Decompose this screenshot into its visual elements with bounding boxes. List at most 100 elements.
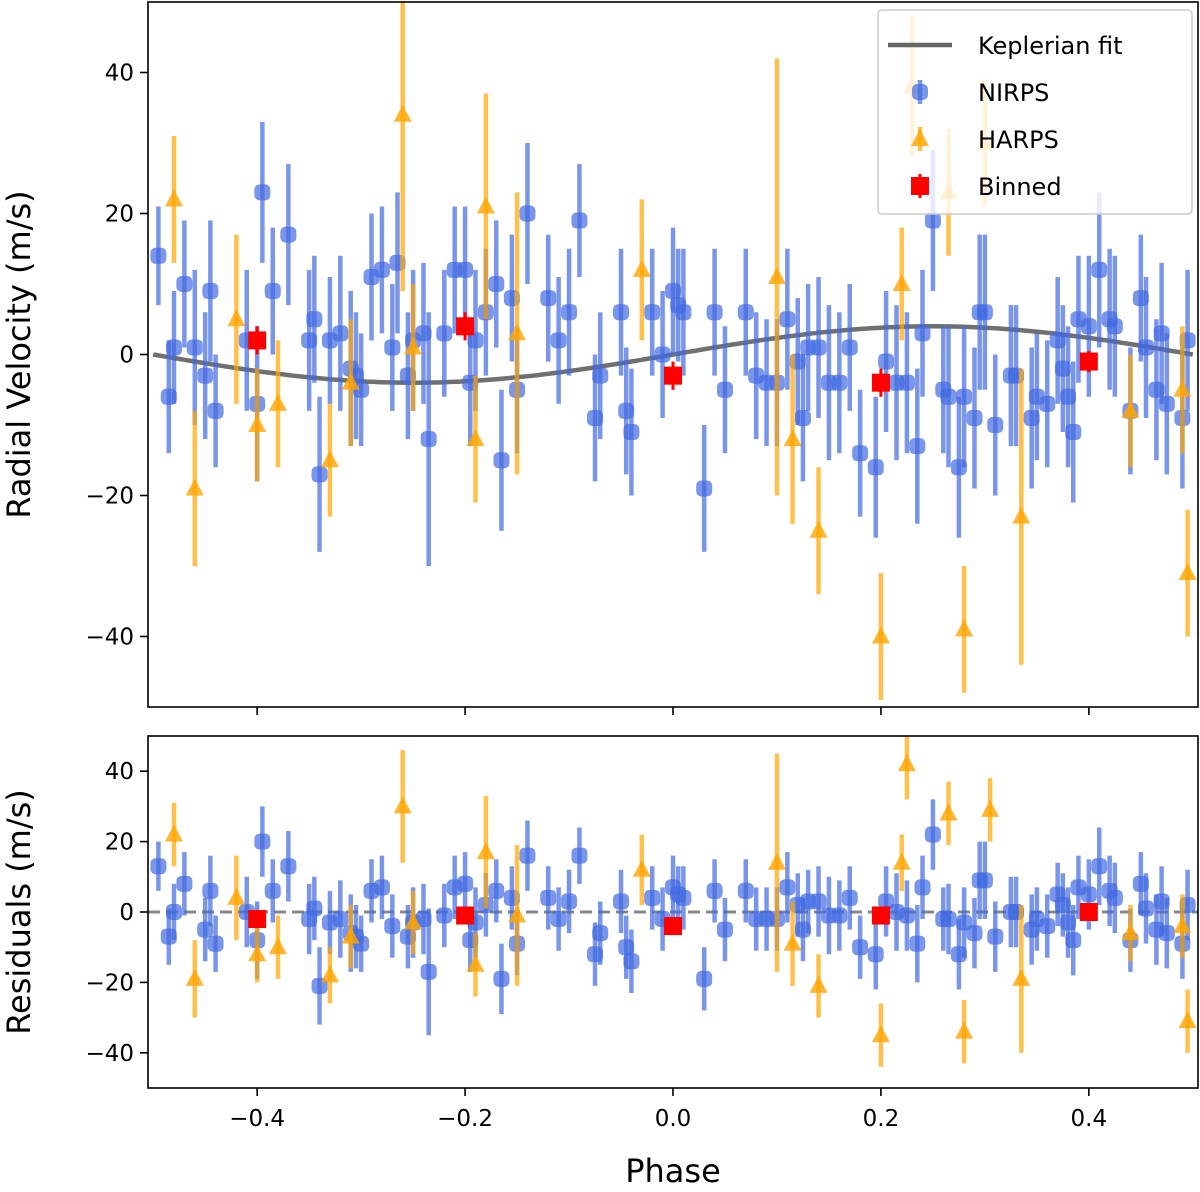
nirps-point [457, 261, 474, 278]
nirps-point [706, 882, 723, 899]
nirps-point [1080, 886, 1097, 903]
nirps-point [779, 311, 796, 328]
harps-point [185, 478, 204, 496]
nirps-point [1158, 925, 1175, 942]
nirps-point [852, 939, 869, 956]
harps-point [508, 905, 527, 923]
nirps-point [898, 907, 915, 924]
nirps-point [956, 388, 973, 405]
binned-point [248, 331, 267, 350]
nirps-point [623, 953, 640, 970]
harps-point [393, 104, 412, 122]
legend-label: HARPS [978, 126, 1059, 154]
harps-point [404, 912, 423, 930]
nirps-point [519, 205, 536, 222]
nirps-point [561, 893, 578, 910]
plot-area [150, 2, 1197, 700]
legend-binned-swatch [911, 177, 929, 195]
y-tick-label: 20 [105, 830, 134, 856]
legend-label: Keplerian fit [978, 32, 1123, 60]
nirps-point [737, 882, 754, 899]
harps-point [227, 309, 246, 327]
nirps-point [613, 304, 630, 321]
nirps-point [878, 353, 895, 370]
nirps-point [1091, 261, 1108, 278]
nirps-point [1106, 318, 1123, 335]
harps-point [185, 968, 204, 986]
harps-point [476, 842, 495, 860]
binned-point [664, 366, 682, 385]
legend-label: NIRPS [978, 79, 1049, 107]
binned-point [871, 373, 890, 392]
harps-point [892, 274, 911, 291]
harps-point [871, 626, 890, 644]
legend-box [877, 9, 1193, 215]
y-tick-label: 0 [119, 343, 134, 369]
nirps-point [987, 417, 1004, 433]
nirps-point [457, 875, 474, 892]
x-tick-label: −0.4 [229, 1106, 285, 1132]
nirps-point [332, 911, 349, 928]
nirps-series [150, 121, 1196, 566]
harps-point [268, 937, 287, 955]
nirps-point [966, 925, 983, 942]
harps-point [1121, 400, 1140, 418]
nirps-point [561, 304, 578, 321]
harps-point [767, 852, 786, 870]
binned-point [1079, 903, 1098, 921]
nirps-point [841, 889, 858, 906]
nirps-point [675, 304, 692, 321]
nirps-point [420, 431, 437, 448]
nirps-point [696, 480, 713, 497]
nirps-point [1138, 900, 1155, 917]
nirps-point [976, 872, 993, 889]
x-tick-label: 0.0 [655, 1106, 692, 1132]
nirps-point [373, 261, 390, 278]
harps-point [809, 520, 828, 538]
harps-point [783, 429, 802, 447]
harps-point [939, 803, 958, 821]
harps-point [248, 415, 267, 432]
harps-point [1173, 916, 1192, 934]
harps-point [268, 393, 287, 411]
nirps-point [165, 339, 182, 356]
nirps-point [306, 311, 323, 328]
nirps-point [654, 346, 671, 363]
x-axis-label: Phase [625, 1152, 721, 1190]
nirps-point [202, 882, 219, 899]
nirps-point [940, 911, 957, 928]
nirps-point [696, 970, 713, 987]
nirps-point [493, 970, 510, 987]
nirps-point [1091, 858, 1108, 875]
harps-point [1012, 968, 1031, 986]
y-tick-label: −40 [85, 625, 134, 651]
nirps-point [716, 921, 733, 938]
nirps-point [831, 907, 848, 924]
binned-point [664, 917, 682, 936]
nirps-point [488, 882, 505, 899]
binned-point [248, 910, 267, 929]
harps-point [404, 337, 423, 355]
nirps-point [716, 381, 733, 398]
harps-point [341, 926, 360, 944]
nirps-point [264, 882, 281, 899]
nirps-point [493, 452, 510, 469]
nirps-point [966, 409, 983, 426]
nirps-point [810, 339, 827, 356]
y-tick-label: 40 [105, 61, 134, 87]
harps-point [508, 323, 527, 341]
binned-series [248, 903, 1098, 936]
harps-point [227, 887, 246, 905]
top-panel: −40 −20 0 20 40 Radial Velocity (m/s) [0, 1, 1199, 715]
legend-nirps-swatch [912, 84, 928, 100]
nirps-point [280, 858, 297, 875]
harps-point [767, 266, 786, 284]
y-axis-label: Residuals (m/s) [0, 789, 38, 1035]
harps-point [1121, 923, 1140, 941]
nirps-point [1080, 318, 1097, 335]
nirps-point [987, 928, 1004, 945]
nirps-point [550, 911, 567, 928]
harps-point [341, 372, 360, 390]
nirps-point [613, 893, 630, 910]
y-tick-label: −20 [85, 484, 134, 510]
